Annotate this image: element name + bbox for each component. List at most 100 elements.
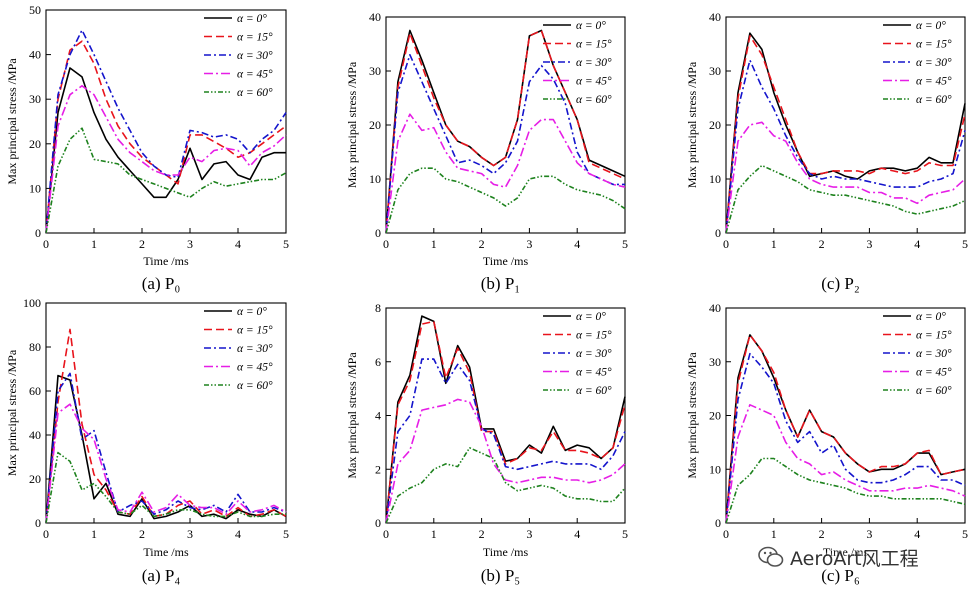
legend-label: α = 30°	[576, 57, 612, 69]
chart-panel-3: 0 1 2 3 4 5 0 10 20 30 40 Max principal stress /MPa…	[685, 10, 968, 293]
legend-label: α = 60°	[576, 385, 612, 397]
chart-panel-2: 0 1 2 3 4 5 0 10 20 30 40 Time /ms Max principal str…	[345, 10, 628, 293]
x-tick-label: 2	[139, 527, 145, 541]
x-tick-label: 4	[235, 237, 241, 251]
y-axis-label: Max principal stress /MPa	[345, 352, 359, 479]
x-tick-label: 1	[91, 527, 97, 541]
legend-label: α = 60°	[916, 385, 952, 397]
chart-panel-4: 0 1 2 3 4 5 0 20 40 60 80 100 Time /ms Max principal …	[5, 296, 289, 585]
y-tick-label: 30	[709, 355, 721, 369]
series-line-3	[385, 358, 626, 524]
x-tick-label: 1	[431, 527, 437, 541]
x-tick-label: 5	[283, 527, 289, 541]
y-tick-label: 40	[709, 10, 721, 24]
x-tick-label: 0	[383, 237, 389, 251]
series-line-2	[385, 29, 626, 234]
y-tick-label: 30	[709, 64, 721, 78]
series-line-3	[45, 372, 287, 524]
y-tick-label: 20	[369, 118, 381, 132]
legend-label: α = 30°	[916, 348, 952, 360]
x-tick-label: 4	[235, 527, 241, 541]
x-tick-label: 3	[187, 527, 193, 541]
x-tick-label: 5	[962, 237, 968, 251]
y-tick-label: 0	[35, 516, 41, 530]
legend-label: α = 15°	[237, 325, 273, 337]
x-tick-label: 0	[43, 527, 49, 541]
x-axis-label: Time /ms	[483, 254, 529, 268]
series-line-5	[725, 164, 966, 234]
y-tick-label: 20	[709, 409, 721, 423]
y-tick-label: 60	[29, 384, 41, 398]
y-tick-label: 40	[709, 301, 721, 315]
legend-label: α = 60°	[237, 87, 273, 99]
y-tick-label: 0	[35, 226, 41, 240]
series-line-2	[385, 320, 626, 524]
x-tick-label: 2	[819, 237, 825, 251]
series-line-2	[725, 334, 966, 524]
x-tick-label: 0	[383, 527, 389, 541]
x-tick-label: 2	[139, 237, 145, 251]
legend-label: α = 0°	[916, 311, 946, 323]
y-tick-label: 10	[369, 172, 381, 186]
y-tick-label: 30	[29, 92, 41, 106]
x-tick-label: 0	[723, 237, 729, 251]
y-tick-label: 100	[23, 296, 41, 310]
y-tick-label: 10	[709, 462, 721, 476]
series-line-2	[725, 35, 966, 234]
y-tick-label: 40	[29, 428, 41, 442]
legend-label: α = 30°	[576, 348, 612, 360]
legend-label: α = 0°	[576, 20, 606, 32]
legend-label: α = 15°	[576, 330, 612, 342]
series-line-3	[385, 53, 625, 234]
series-line-5	[725, 457, 966, 524]
legend-label: α = 0°	[916, 20, 946, 32]
legend-label: α = 15°	[916, 39, 952, 51]
y-tick-label: 6	[375, 355, 381, 369]
y-tick-label: 20	[29, 472, 41, 486]
y-tick-label: 2	[375, 462, 381, 476]
panel-caption: (a) P₀	[142, 274, 181, 293]
y-tick-label: 0	[715, 226, 721, 240]
y-tick-label: 20	[709, 118, 721, 132]
x-tick-label: 3	[866, 527, 872, 541]
watermark: AeroArt风工程	[758, 542, 919, 572]
y-tick-label: 0	[375, 516, 381, 530]
y-tick-label: 0	[375, 226, 381, 240]
chart-panel-5: 0 1 2 3 4 5 0 2 4 6 8 Time /ms Max principal stress …	[345, 301, 628, 585]
legend-label: α = 15°	[237, 32, 273, 44]
x-tick-label: 5	[622, 237, 628, 251]
plot-frame	[45, 302, 287, 524]
legend-label: α = 0°	[576, 311, 606, 323]
legend-label: α = 45°	[916, 76, 952, 88]
x-tick-label: 4	[574, 237, 580, 251]
y-axis-label: Max principal stress /MPa	[685, 352, 699, 479]
x-tick-label: 1	[431, 237, 437, 251]
legend-label: α = 45°	[237, 69, 273, 81]
legend-label: α = 15°	[916, 330, 952, 342]
legend-label: α = 60°	[237, 380, 273, 392]
series-line-5	[385, 167, 626, 234]
wechat-icon	[758, 546, 784, 567]
legend: α = 0° α = 15° α = 30° α = 45° α = 60°	[204, 13, 273, 99]
x-tick-label: 5	[622, 527, 628, 541]
x-tick-label: 3	[526, 237, 532, 251]
legend-label: α = 45°	[237, 362, 273, 374]
y-axis-label: Max principal stress /MPa	[685, 61, 699, 188]
panel-caption: (a) P₄	[142, 566, 181, 585]
x-axis-label: Time /ms	[483, 545, 529, 559]
series-line-1	[385, 315, 626, 524]
plot-frame	[45, 9, 287, 234]
legend: α = 0° α = 15° α = 30° α = 45° α = 60°	[883, 20, 952, 106]
legend: α = 0° α = 15° α = 30° α = 45° α = 60°	[204, 306, 273, 392]
series-line-4	[725, 403, 966, 524]
series-line-4	[45, 85, 287, 234]
panel-caption: (b) P₅	[481, 566, 521, 585]
x-tick-label: 2	[479, 527, 485, 541]
x-tick-label: 3	[187, 237, 193, 251]
series-line-3	[45, 29, 287, 234]
y-tick-label: 20	[29, 137, 41, 151]
chart-panel-6: 0 1 2 3 4 5 0 10 20 30 40 Time /ms Max principal str…	[685, 301, 968, 585]
x-axis-label: Time /ms	[823, 545, 869, 559]
